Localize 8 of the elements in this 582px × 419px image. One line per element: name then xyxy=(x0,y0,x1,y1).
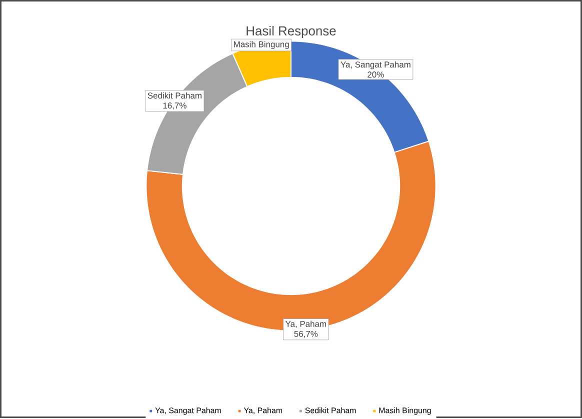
slice-label: Sedikit Paham xyxy=(148,92,202,99)
data-label: 16,7% xyxy=(163,102,186,110)
data-label: 20% xyxy=(368,72,384,78)
slice-label: Ya, Sangat Paham xyxy=(340,62,410,70)
slice-label: Masih Bingung xyxy=(234,41,289,50)
chart-title: Hasil Response xyxy=(246,26,336,38)
data-label: 56,7% xyxy=(294,331,318,338)
slice-label: Ya, Paham xyxy=(285,320,326,328)
